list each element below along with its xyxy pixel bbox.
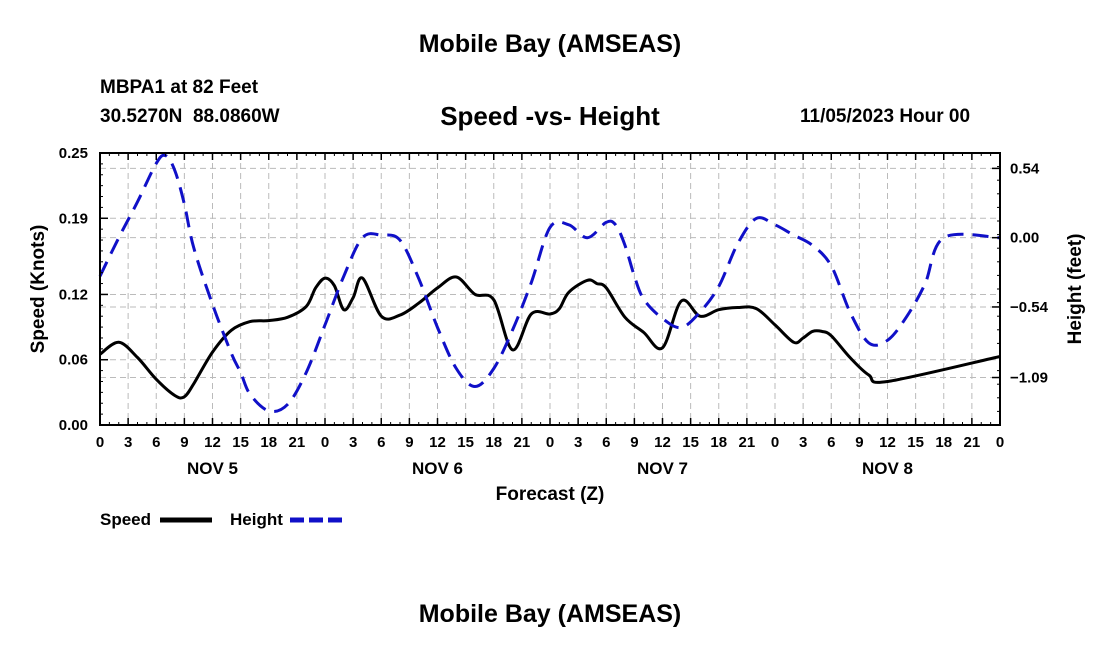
x-tick-label: 18	[260, 434, 277, 451]
x-tick-label: 0	[996, 434, 1004, 451]
x-tick-label: 12	[654, 434, 671, 451]
y-tick-label: 0.06	[59, 352, 88, 369]
x-tick-label: 12	[204, 434, 221, 451]
grid	[100, 153, 1000, 425]
x-tick-label: 6	[152, 434, 160, 451]
chart-title-bottom: Mobile Bay (AMSEAS)	[418, 600, 682, 628]
x-tick-label: 15	[907, 434, 924, 451]
x-tick-label: 15	[682, 434, 699, 451]
legend-label-speed: Speed	[100, 510, 151, 529]
y-tick-label: 0.25	[59, 145, 88, 162]
day-label: NOV 6	[412, 459, 463, 478]
legend-label-height: Height	[230, 510, 283, 529]
y-axis-title: Speed (Knots)	[28, 225, 49, 354]
x-tick-label: 0	[96, 434, 104, 451]
series-line-speed	[99, 275, 1001, 400]
day-label: NOV 7	[637, 459, 688, 478]
series-layer	[98, 153, 1001, 414]
day-label: NOV 5	[187, 459, 238, 478]
y2-tick-label: 0.00	[1010, 230, 1039, 247]
x-tick-label: 3	[574, 434, 582, 451]
x-tick-label: 12	[879, 434, 896, 451]
y2-axis-title: Height (feet)	[1065, 234, 1086, 345]
x-tick-label: 18	[485, 434, 502, 451]
x-tick-label: 12	[429, 434, 446, 451]
x-tick-label: 3	[799, 434, 807, 451]
x-axis-title: Forecast (Z)	[496, 484, 605, 505]
x-tick-label: 15	[232, 434, 249, 451]
x-tick-label: 9	[405, 434, 413, 451]
series-line-height	[98, 153, 1001, 414]
y2-tick-label: −1.09	[1010, 370, 1048, 387]
x-tick-label: 9	[630, 434, 638, 451]
x-tick-label: 15	[457, 434, 474, 451]
chart-title-top: Mobile Bay (AMSEAS)	[418, 30, 682, 58]
x-tick-label: 21	[289, 434, 306, 451]
forecast-datetime: 11/05/2023 Hour 00	[800, 106, 971, 127]
x-tick-label: 0	[771, 434, 779, 451]
x-tick-label: 21	[514, 434, 531, 451]
x-tick-label: 3	[349, 434, 357, 451]
ticks: 0 3 6 9 12 15 18 21 0 3 6 9 12 15 18 21 0 3 6 9 12 15 18 21 0 3 6 9…	[59, 145, 1049, 478]
y-tick-label: 0.19	[59, 210, 88, 227]
x-tick-label: 6	[602, 434, 610, 451]
chart-subtitle: Speed -vs- Height	[440, 101, 660, 131]
coordinates-label: 30.5270N 88.0860W	[100, 106, 280, 127]
day-label: NOV 8	[862, 459, 913, 478]
y-tick-label: 0.00	[59, 417, 88, 434]
x-tick-label: 21	[964, 434, 981, 451]
station-label: MBPA1 at 82 Feet	[100, 77, 259, 98]
x-tick-label: 9	[180, 434, 188, 451]
x-tick-label: 0	[321, 434, 329, 451]
x-tick-label: 6	[827, 434, 835, 451]
x-tick-label: 6	[377, 434, 385, 451]
x-tick-label: 18	[935, 434, 952, 451]
x-tick-label: 21	[739, 434, 756, 451]
x-tick-label: 9	[855, 434, 863, 451]
y2-tick-label: 0.54	[1010, 160, 1040, 177]
x-tick-label: 18	[710, 434, 727, 451]
y2-tick-label: −0.54	[1010, 299, 1049, 316]
x-tick-label: 0	[546, 434, 554, 451]
y-tick-label: 0.12	[59, 286, 88, 303]
x-tick-label: 3	[124, 434, 132, 451]
legend: Speed Height	[100, 510, 342, 529]
